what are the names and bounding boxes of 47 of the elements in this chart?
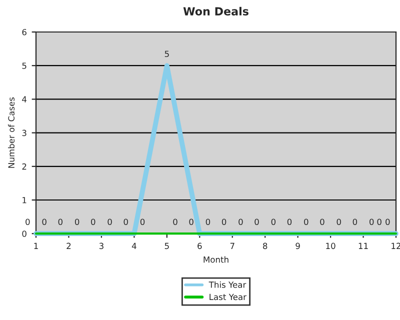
x-tick-label: 3 <box>99 242 104 250</box>
x-tick-label: 7 <box>230 242 234 249</box>
y-tick-label: 0 <box>22 230 26 237</box>
y-tick-label: 4 <box>22 96 27 102</box>
x-tick-label: 8 <box>263 242 268 250</box>
data-label: 0 <box>271 218 276 226</box>
data-label: 0 <box>222 218 226 226</box>
data-label: 0 <box>254 218 259 226</box>
data-label: 0 <box>304 218 308 226</box>
x-tick-label: 5 <box>164 242 169 250</box>
data-label: 0 <box>58 218 62 226</box>
data-label: 0 <box>370 218 374 226</box>
data-label: 5 <box>164 50 169 58</box>
chart-title: Won Deals <box>183 6 248 16</box>
data-label: 0 <box>91 218 96 226</box>
data-label: 0 <box>352 218 358 226</box>
x-tick-label: 1 <box>34 242 38 249</box>
data-label: 0 <box>108 218 112 226</box>
legend-label: Last Year <box>210 294 246 300</box>
data-label: 0 <box>238 218 243 226</box>
data-label: 0 <box>377 218 382 226</box>
legend-label: This Year <box>208 281 246 288</box>
data-label: 0 <box>74 218 80 226</box>
x-tick-label: 6 <box>198 242 202 250</box>
y-tick-label: 6 <box>22 28 26 36</box>
y-tick-label: 3 <box>22 130 26 136</box>
y-tick-label: 2 <box>22 163 26 170</box>
x-axis-title: Month <box>204 256 228 263</box>
data-label: 0 <box>206 218 210 226</box>
data-label: 0 <box>173 218 178 226</box>
x-tick-label: 11 <box>358 242 368 249</box>
data-label: 0 <box>320 218 324 226</box>
data-label: 0 <box>386 218 390 226</box>
x-tick-label: 2 <box>66 242 71 249</box>
data-label: 0 <box>189 218 194 226</box>
data-label: 0 <box>287 218 292 226</box>
x-tick-label: 4 <box>132 242 136 249</box>
x-tick-label: 10 <box>326 242 336 250</box>
data-label: 0 <box>42 218 46 226</box>
data-label: 0 <box>124 218 128 226</box>
y-tick-label: 5 <box>22 62 26 69</box>
data-label: 0 <box>336 218 341 226</box>
y-tick-label: 1 <box>22 197 26 204</box>
data-label: 0 <box>140 218 145 226</box>
x-tick-label: 12 <box>392 242 400 249</box>
x-tick-label: 9 <box>296 242 300 250</box>
y-axis-title: Number of Cases <box>8 97 14 168</box>
